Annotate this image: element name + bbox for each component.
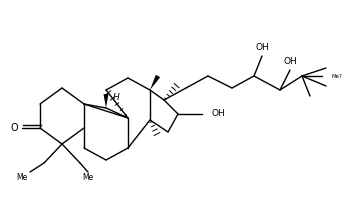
Text: Me: Me: [16, 174, 28, 182]
Text: O: O: [10, 123, 18, 133]
Text: OH: OH: [255, 43, 269, 53]
Text: H: H: [113, 94, 119, 102]
Text: Me: Me: [82, 174, 94, 182]
Polygon shape: [150, 75, 160, 90]
Polygon shape: [104, 94, 108, 108]
Text: OH: OH: [212, 109, 226, 119]
Text: Me?: Me?: [332, 74, 343, 79]
Text: OH: OH: [283, 58, 297, 66]
